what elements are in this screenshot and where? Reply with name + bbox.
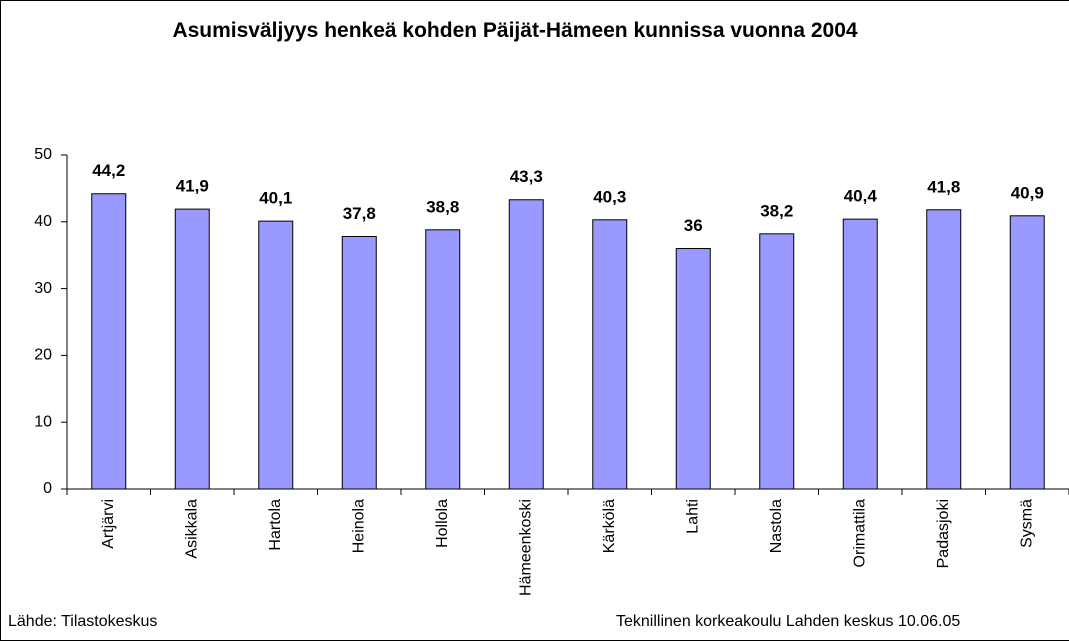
chart-title: Asumisväljyys henkeä kohden Päijät-Hämee…	[172, 19, 858, 42]
value-label: 40,1	[259, 189, 292, 208]
value-label: 43,3	[510, 167, 543, 186]
x-tick-label: Hartola	[267, 499, 284, 551]
value-label: 41,8	[927, 177, 960, 196]
value-label: 40,3	[593, 187, 626, 206]
y-tick-label: 0	[43, 480, 52, 497]
y-tick-label: 20	[34, 347, 52, 364]
bar	[592, 219, 628, 490]
bar	[1009, 215, 1045, 490]
x-tick-label: Asikkala	[183, 499, 200, 559]
bar	[508, 199, 544, 490]
bar	[425, 229, 461, 490]
value-label: 40,9	[1011, 183, 1044, 202]
x-tick-label: Kärkölä	[601, 499, 618, 553]
source: Lähde: Tilastokeskus	[8, 613, 157, 630]
y-tick-label: 40	[34, 213, 52, 230]
x-tick-label: Hollola	[434, 499, 451, 548]
value-label: 41,9	[176, 177, 209, 196]
value-label: 36	[684, 216, 703, 235]
value-label: 40,4	[844, 187, 878, 206]
x-tick-label: Heinola	[350, 499, 367, 553]
bar	[91, 193, 127, 490]
value-label: 37,8	[343, 204, 376, 223]
bar	[174, 208, 210, 490]
value-label: 38,2	[760, 201, 793, 220]
x-tick-label: Hämeenkoski	[517, 499, 534, 596]
bar	[258, 220, 294, 490]
bar	[341, 235, 377, 490]
credit: Teknillinen korkeakoulu Lahden keskus 10…	[616, 613, 960, 630]
value-label: 44,2	[92, 161, 125, 180]
bar	[842, 218, 878, 490]
x-tick-label: Nastola	[768, 499, 785, 553]
x-tick-label: Sysmä	[1018, 499, 1035, 548]
y-tick-label: 30	[34, 280, 52, 297]
x-tick-label: Lahti	[684, 499, 701, 534]
y-tick-label: 50	[34, 146, 52, 163]
y-tick-label: 10	[34, 413, 52, 430]
value-label: 38,8	[426, 197, 459, 216]
x-tick-label: Orimattila	[851, 499, 868, 568]
bar	[926, 209, 962, 490]
x-tick-label: Artjärvi	[100, 499, 117, 549]
x-tick-label: Padasjoki	[935, 499, 952, 568]
bar	[759, 233, 795, 490]
bar	[675, 248, 711, 490]
